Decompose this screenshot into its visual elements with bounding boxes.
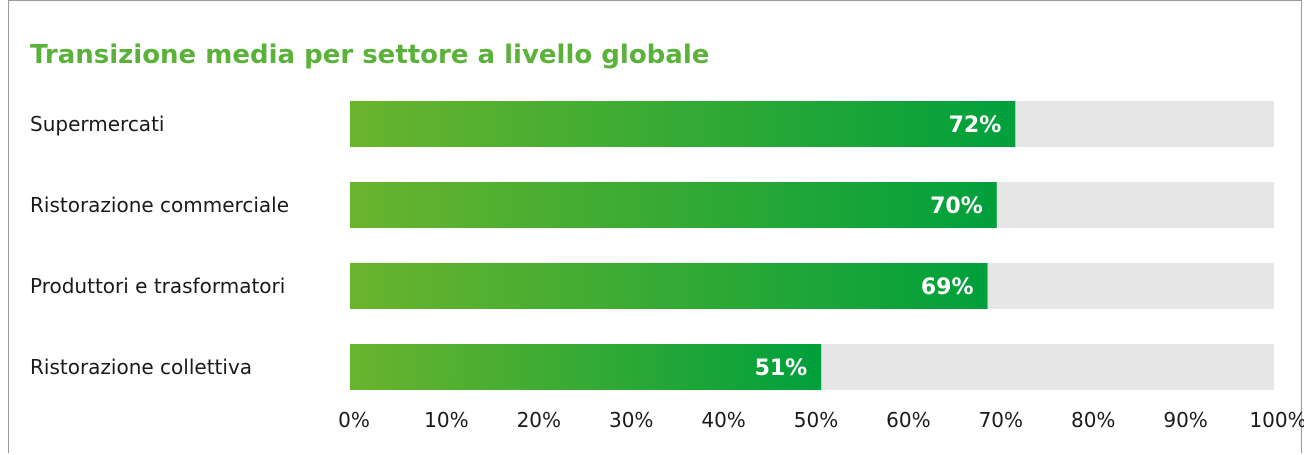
- category-label: Produttori e trasformatori: [30, 274, 285, 298]
- bar: [350, 101, 1016, 147]
- value-label: 51%: [755, 356, 808, 381]
- x-tick-label: 100%: [1249, 408, 1304, 432]
- bar: [350, 263, 988, 309]
- x-tick-label: 30%: [609, 408, 653, 432]
- chart-frame: [8, 0, 1302, 453]
- x-tick-label: 80%: [1071, 408, 1115, 432]
- value-label: 69%: [921, 275, 974, 300]
- x-tick-label: 90%: [1163, 408, 1207, 432]
- x-tick-label: 60%: [886, 408, 930, 432]
- chart-title: Transizione media per settore a livello …: [30, 40, 710, 70]
- category-label: Ristorazione collettiva: [30, 355, 252, 379]
- category-label: Supermercati: [30, 112, 164, 136]
- bar: [350, 344, 822, 390]
- bar: [350, 182, 997, 228]
- x-tick-label: 50%: [794, 408, 838, 432]
- x-tick-label: 10%: [424, 408, 468, 432]
- category-label: Ristorazione commerciale: [30, 193, 289, 217]
- x-tick-label: 40%: [701, 408, 745, 432]
- x-tick-label: 20%: [517, 408, 561, 432]
- value-label: 72%: [949, 113, 1002, 138]
- value-label: 70%: [930, 194, 983, 219]
- x-tick-label: 0%: [338, 408, 370, 432]
- x-tick-label: 70%: [979, 408, 1023, 432]
